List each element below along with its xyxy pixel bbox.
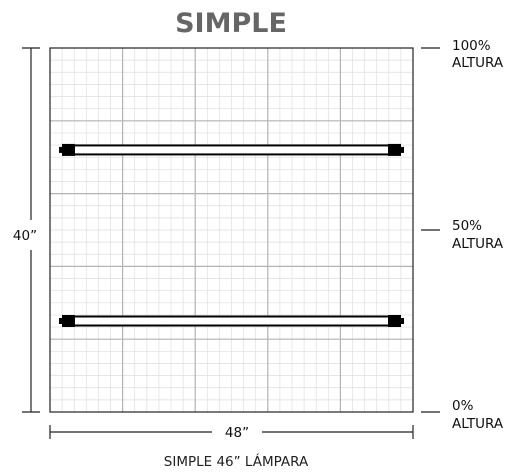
grid-frame xyxy=(49,47,414,413)
grid-minor-lines xyxy=(50,48,413,412)
height-marker-0-label: ALTURA xyxy=(452,416,504,432)
lamp-pin-right xyxy=(399,318,404,324)
lamp-end-cap-left xyxy=(62,143,75,156)
height-dimension-label: 40” xyxy=(13,228,37,244)
lamp-tube-body xyxy=(69,315,394,327)
lamp-end-cap-right xyxy=(388,143,401,156)
lamps xyxy=(59,143,404,327)
lamp-tube xyxy=(59,143,404,156)
lamp-end-cap-left xyxy=(62,315,75,327)
lamp-tube xyxy=(59,315,404,327)
diagram-title: SIMPLE xyxy=(175,8,287,39)
height-marker-100-label: ALTURA xyxy=(452,55,504,71)
lamp-pin-left xyxy=(59,146,64,153)
height-marker-50-label: ALTURA xyxy=(452,236,504,252)
lamp-pin-right xyxy=(399,146,404,153)
width-dimension: 48” xyxy=(49,425,414,441)
diagram-caption: SIMPLE 46” LÁMPARA xyxy=(164,453,309,470)
lamp-end-cap-right xyxy=(388,315,401,327)
height-marker-50: 50% ALTURA xyxy=(421,218,504,252)
height-marker-100: 100% ALTURA xyxy=(421,38,504,71)
lamp-tube-body xyxy=(69,144,394,156)
height-marker-0: 0% ALTURA xyxy=(421,398,504,432)
grid-panel xyxy=(49,47,414,413)
grid-major-lines xyxy=(50,48,413,412)
height-marker-0-pct: 0% xyxy=(452,398,474,414)
height-dimension: 40” xyxy=(13,47,40,413)
height-marker-50-pct: 50% xyxy=(452,218,482,234)
height-marker-100-pct: 100% xyxy=(452,38,491,54)
width-dimension-label: 48” xyxy=(225,425,249,441)
lamp-pin-left xyxy=(59,318,64,324)
